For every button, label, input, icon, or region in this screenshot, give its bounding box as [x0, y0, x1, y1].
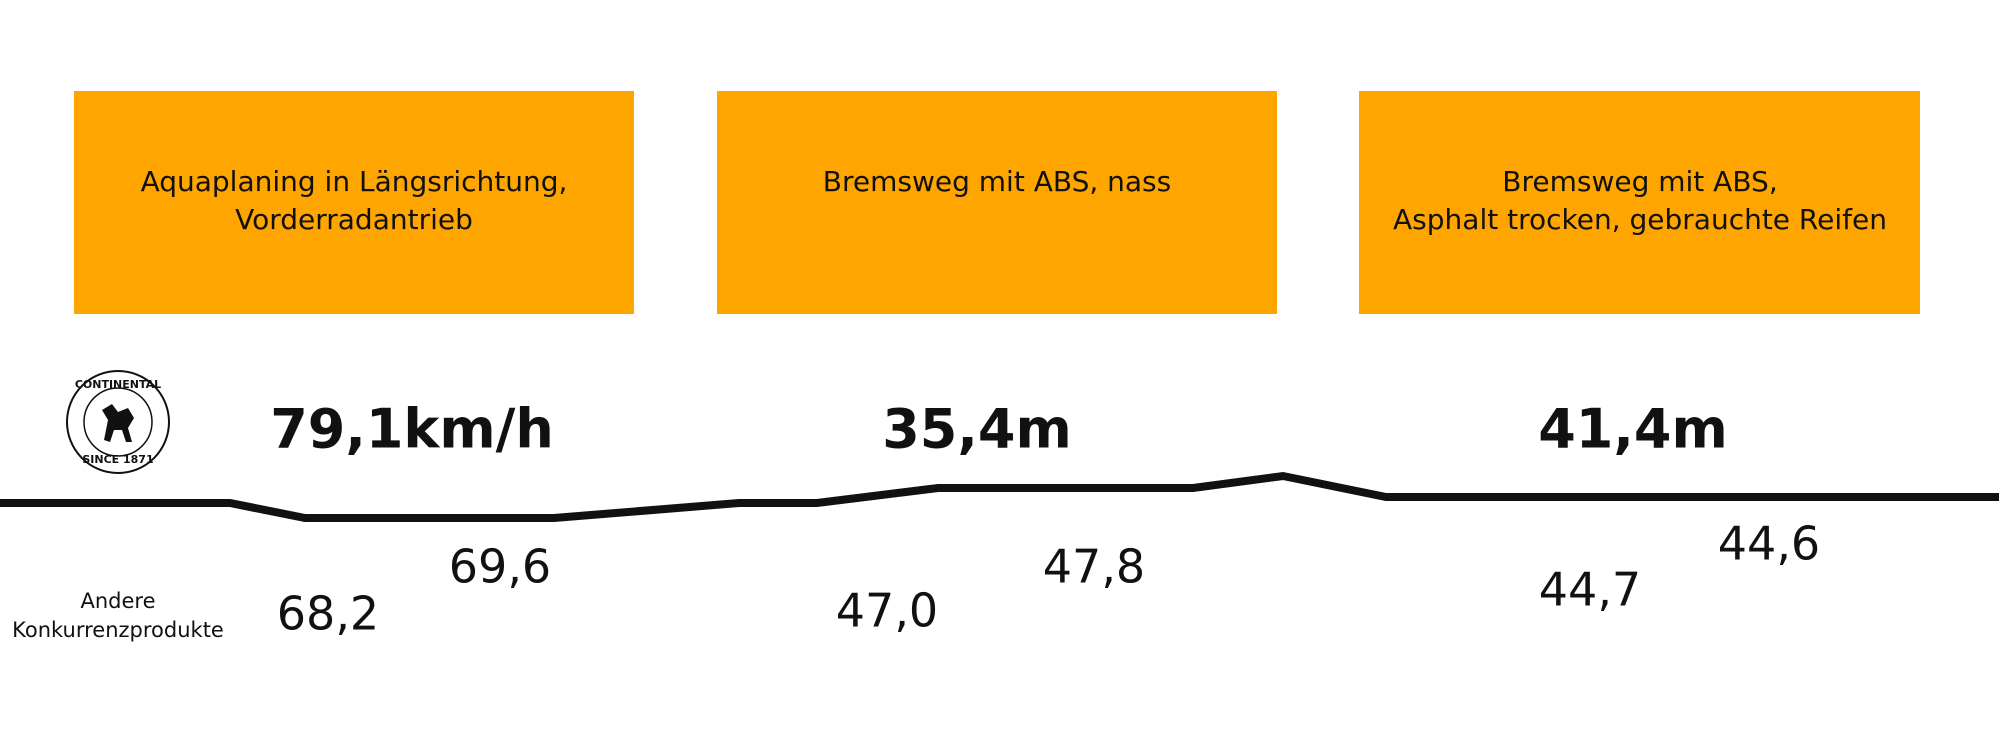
divider-line — [0, 471, 1999, 522]
other-label: Konkurrenzprodukte — [12, 618, 224, 642]
panel-title: Bremsweg mit ABS, nass — [823, 165, 1171, 198]
competitor-value: 47,0 — [836, 584, 938, 638]
panel-title: Bremsweg mit ABS, — [1502, 165, 1777, 198]
panel-box — [74, 91, 634, 314]
panel-box — [1359, 91, 1920, 314]
competitor-value: 44,7 — [1539, 563, 1641, 617]
logo-horse — [102, 404, 134, 442]
panel-title: Aquaplaning in Längsrichtung, — [141, 165, 568, 198]
continental-value: 41,4m — [1538, 398, 1728, 461]
logo-ring — [83, 387, 153, 457]
competitor-value: 47,8 — [1043, 540, 1145, 594]
logo-text: CONTINENTAL — [75, 378, 161, 391]
continental-value: 79,1km/h — [270, 398, 554, 461]
competitor-value: 69,6 — [449, 540, 551, 594]
panel-title: Asphalt trocken, gebrauchte Reifen — [1393, 203, 1887, 236]
panel-title: Vorderradantrieb — [235, 203, 473, 236]
competitor-value: 68,2 — [277, 587, 379, 641]
logo: CONTINENTAL SINCE 1871 — [66, 370, 170, 474]
competitor-value: 44,6 — [1718, 517, 1820, 571]
panel-box — [717, 91, 1277, 314]
other-label: Andere — [80, 589, 155, 613]
logo-text: SINCE 1871 — [82, 453, 153, 466]
logo-ring — [66, 370, 170, 474]
continental-value: 35,4m — [882, 398, 1072, 461]
